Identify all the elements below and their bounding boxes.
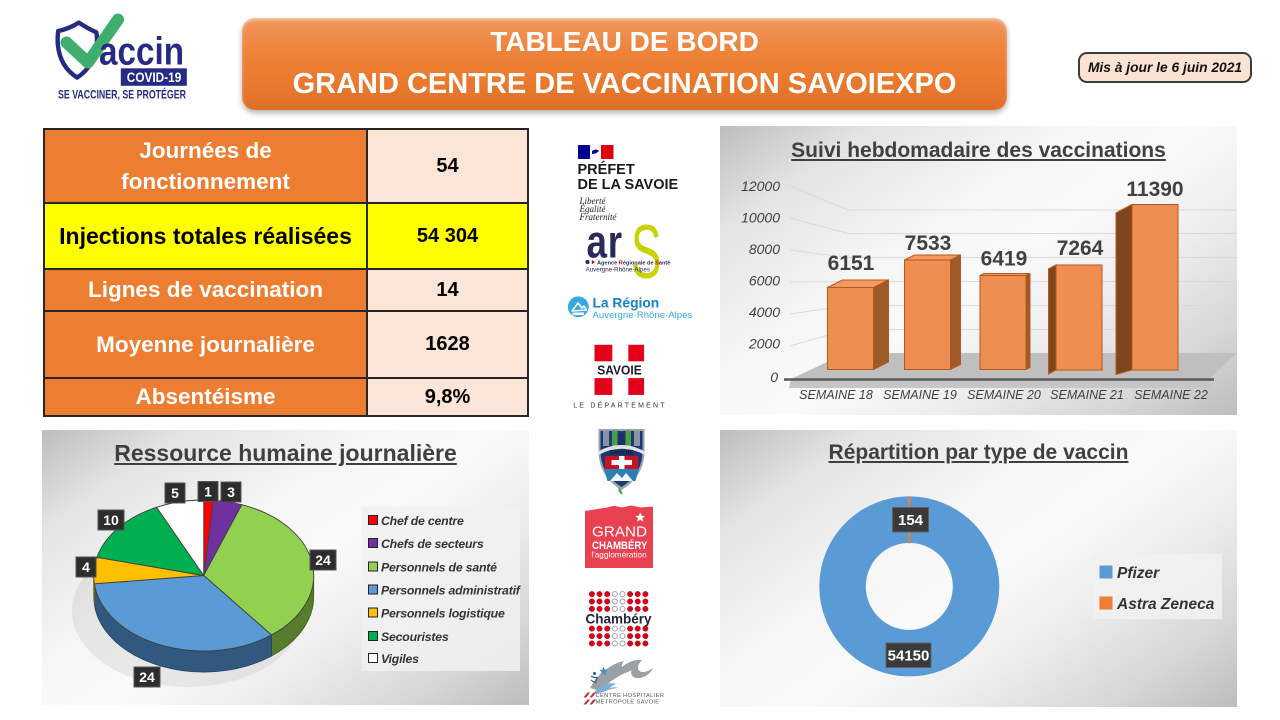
svg-text:54150: 54150 xyxy=(888,648,930,665)
svg-text:Auvergne-Rhône-Alpes: Auvergne-Rhône-Alpes xyxy=(586,267,650,274)
svg-text:24: 24 xyxy=(315,552,331,568)
svg-text:12000: 12000 xyxy=(741,178,780,194)
svg-text:0: 0 xyxy=(770,369,778,385)
svg-text:SEMAINE 18: SEMAINE 18 xyxy=(799,388,873,402)
svg-text:11390: 11390 xyxy=(1126,178,1183,201)
svg-text:Chambéry: Chambéry xyxy=(585,612,652,627)
svg-text:24: 24 xyxy=(139,669,155,685)
svg-text:l'agglomération: l'agglomération xyxy=(591,551,647,560)
svg-text:Fraternité: Fraternité xyxy=(579,212,618,222)
svg-text:Personnels administratif: Personnels administratif xyxy=(381,584,522,598)
svg-text:COVID-19: COVID-19 xyxy=(127,69,182,85)
svg-text:SE VACCINER, SE PROTÉGER: SE VACCINER, SE PROTÉGER xyxy=(58,88,186,102)
svg-text:MÉTROPOLE SAVOIE: MÉTROPOLE SAVOIE xyxy=(596,699,660,706)
svg-text:ar: ar xyxy=(587,216,623,268)
svg-text:Vigiles: Vigiles xyxy=(381,652,419,666)
svg-text:Personnels de santé: Personnels de santé xyxy=(381,561,497,575)
svg-text:accin: accin xyxy=(99,31,184,74)
svg-text:SAVOIE: SAVOIE xyxy=(609,450,634,457)
svg-text:Liberté: Liberté xyxy=(579,196,607,206)
svg-text:7264: 7264 xyxy=(1057,237,1104,260)
svg-text:CENTRE HOSPITALIER: CENTRE HOSPITALIER xyxy=(596,693,665,699)
svg-text:4: 4 xyxy=(82,559,90,575)
svg-text:CHAMBÉRY: CHAMBÉRY xyxy=(592,539,648,552)
svg-text:SEMAINE 20: SEMAINE 20 xyxy=(967,388,1041,402)
svg-text:LE DÉPARTEMENT: LE DÉPARTEMENT xyxy=(573,401,667,410)
svg-text:Chef de centre: Chef de centre xyxy=(381,514,464,528)
svg-text:S: S xyxy=(631,210,661,295)
svg-text:6419: 6419 xyxy=(981,248,1028,271)
svg-text:GRAND: GRAND xyxy=(592,525,647,541)
svg-text:Pfizer: Pfizer xyxy=(1117,565,1160,582)
svg-text:154: 154 xyxy=(898,512,924,529)
svg-text:SEMAINE 19: SEMAINE 19 xyxy=(883,388,957,402)
svg-text:2000: 2000 xyxy=(748,336,780,352)
svg-text:7533: 7533 xyxy=(905,232,952,255)
svg-text:Chefs de secteurs: Chefs de secteurs xyxy=(381,537,484,551)
svg-text:6151: 6151 xyxy=(828,252,875,275)
svg-text:10: 10 xyxy=(103,512,119,528)
svg-text:10000: 10000 xyxy=(741,210,780,226)
svg-text:SEMAINE 22: SEMAINE 22 xyxy=(1134,388,1208,402)
svg-text:La Région: La Région xyxy=(593,296,660,311)
svg-text:Auvergne·Rhône·Alpes: Auvergne·Rhône·Alpes xyxy=(593,310,693,321)
svg-text:Secouristes: Secouristes xyxy=(381,630,449,644)
svg-text:8000: 8000 xyxy=(749,241,780,257)
svg-text:Agence Régionale de Santé: Agence Régionale de Santé xyxy=(597,260,670,266)
svg-text:4000: 4000 xyxy=(749,304,780,320)
svg-text:5: 5 xyxy=(171,485,179,501)
svg-text:DE LA SAVOIE: DE LA SAVOIE xyxy=(578,177,679,193)
svg-text:1: 1 xyxy=(204,484,212,500)
svg-text:Personnels logistique: Personnels logistique xyxy=(381,607,505,621)
svg-text:Astra Zeneca: Astra Zeneca xyxy=(1116,596,1215,613)
svg-text:SAVOIE: SAVOIE xyxy=(597,363,641,377)
svg-text:SEMAINE 21: SEMAINE 21 xyxy=(1050,388,1124,402)
svg-text:PRÉFET: PRÉFET xyxy=(578,161,635,178)
svg-text:Égalité: Égalité xyxy=(579,204,607,214)
svg-text:6000: 6000 xyxy=(749,273,780,289)
svg-text:3: 3 xyxy=(227,484,235,500)
